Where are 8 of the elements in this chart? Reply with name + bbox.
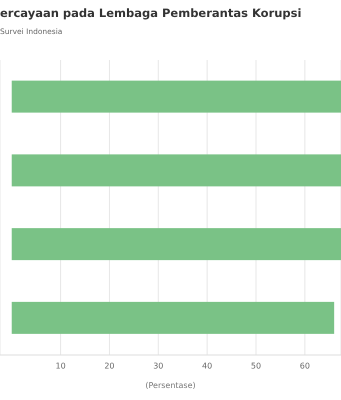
x-tick-label: 20 bbox=[104, 362, 115, 371]
x-tick-label: 60 bbox=[300, 362, 310, 371]
chart-title: ercayaan pada Lembaga Pemberantas Korupsi bbox=[0, 6, 302, 20]
x-tick-label: 10 bbox=[55, 362, 66, 371]
x-axis-title: (Persentase) bbox=[145, 381, 196, 390]
x-tick-label: 40 bbox=[202, 362, 212, 371]
x-tick-label: 50 bbox=[250, 362, 262, 371]
x-tick-label: 30 bbox=[153, 362, 164, 371]
